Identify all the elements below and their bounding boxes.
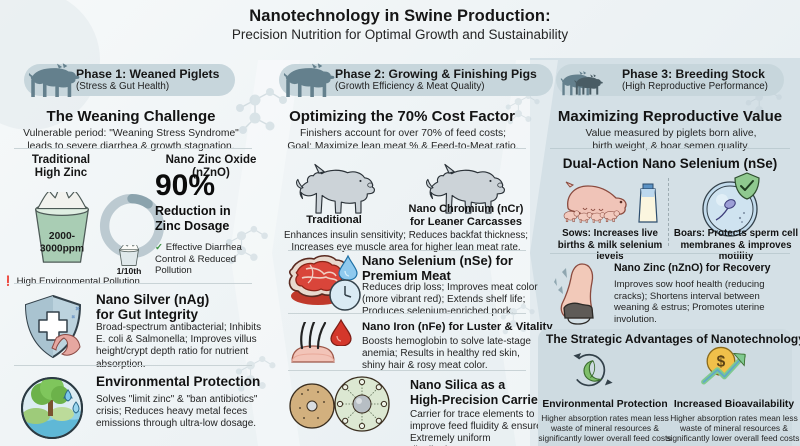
svg-text:2000-: 2000- (49, 231, 75, 242)
svg-text:3000ppm: 3000ppm (40, 243, 84, 254)
